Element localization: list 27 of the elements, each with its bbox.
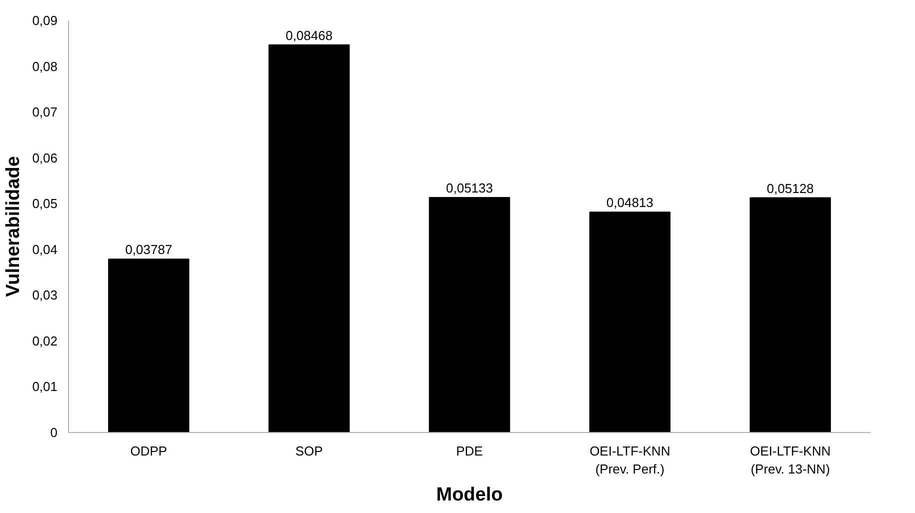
data-label: 0,04813 (606, 195, 654, 210)
bar (268, 44, 350, 432)
data-label: 0,08468 (286, 28, 333, 43)
data-label: 0,05128 (766, 180, 814, 196)
y-tick-label: 0,04 (32, 242, 58, 257)
y-tick-label: 0,08 (32, 58, 58, 74)
bar (589, 212, 670, 432)
data-label: 0,05133 (446, 180, 494, 196)
y-tick-label: 0,09 (32, 13, 58, 28)
y-tick-label: 0,02 (32, 333, 58, 348)
y-tick-label: 0,05 (32, 196, 58, 212)
y-tick-label: 0,07 (32, 104, 58, 120)
x-axis-title: Modelo (436, 484, 503, 506)
x-tick-label: SOP (295, 444, 323, 458)
bar (750, 197, 831, 432)
x-tick-label: OEI-LTF-KNN (Prev. 13-NN) (750, 444, 831, 476)
y-tick-label: 0,06 (32, 150, 58, 166)
y-tick-label: 0 (50, 425, 58, 440)
bar (428, 197, 510, 432)
y-tick-label: 0,03 (32, 288, 58, 303)
data-label: 0,03787 (125, 242, 172, 258)
x-tick-label: PDE (456, 444, 484, 458)
x-tick-label: OEI-LTF-KNN (Prev. Perf.) (590, 444, 670, 476)
y-tick-label: 0,01 (32, 379, 58, 394)
y-axis-title: Vulnerabilidade (3, 156, 24, 297)
bar (108, 258, 190, 432)
x-tick-label: ODPP (130, 444, 168, 458)
